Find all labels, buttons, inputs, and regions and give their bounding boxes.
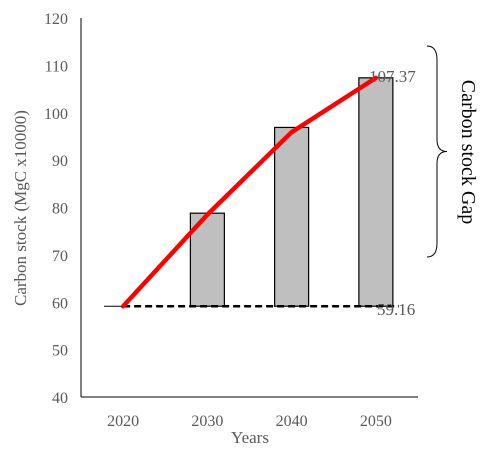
y-tick-label: 80 xyxy=(52,201,68,218)
x-axis-ticks: 2020 2030 2040 2050 xyxy=(107,413,392,430)
y-tick-label: 100 xyxy=(44,106,68,123)
trend-line xyxy=(120,75,379,309)
y-axis-ticks: 40 50 60 70 80 90 100 110 120 xyxy=(44,11,68,407)
y-tick-label: 70 xyxy=(52,248,68,265)
y-axis-title: Carbon stock (MgC x10000) xyxy=(11,110,30,306)
trend-line-path xyxy=(120,75,379,309)
brace-path xyxy=(426,45,448,258)
y-tick-label: 110 xyxy=(45,58,68,75)
y-tick-label: 90 xyxy=(52,153,68,170)
x-tick-label: 2050 xyxy=(360,413,392,430)
y-tick-label: 40 xyxy=(52,390,68,407)
x-tick-label: 2020 xyxy=(107,413,139,430)
bar xyxy=(274,126,310,307)
base-value-label: 59.16 xyxy=(377,300,415,319)
y-tick-label: 60 xyxy=(52,295,68,312)
carbon-stock-gap-label: Carbon stock Gap xyxy=(457,80,479,224)
x-axis-title: Years xyxy=(231,428,269,447)
bars xyxy=(189,77,394,307)
gap-brace xyxy=(426,45,448,258)
y-tick-label: 120 xyxy=(44,11,68,28)
y-tick-label: 50 xyxy=(52,343,68,360)
top-value-label: 107.37 xyxy=(369,67,416,86)
bar xyxy=(358,77,394,307)
x-tick-label: 2030 xyxy=(191,413,223,430)
x-tick-label: 2040 xyxy=(276,413,308,430)
axes xyxy=(80,18,418,398)
